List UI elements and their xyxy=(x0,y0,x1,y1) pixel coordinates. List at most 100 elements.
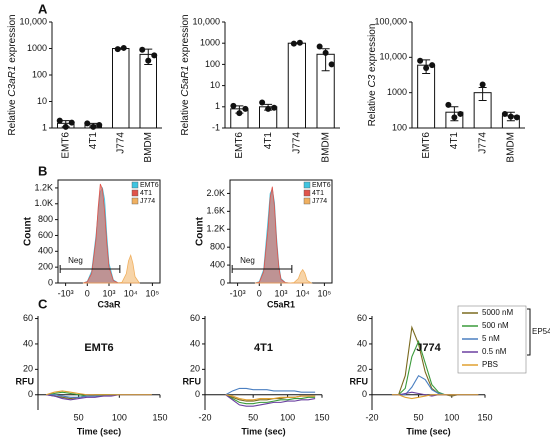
x-tick-label: J774 xyxy=(115,132,126,154)
data-point xyxy=(451,114,458,121)
y-tick-label: 1 xyxy=(42,122,47,132)
x-tick-label: BMDM xyxy=(320,132,331,163)
line xyxy=(45,390,152,396)
data-point xyxy=(151,52,158,59)
y-label-part: Relative xyxy=(367,88,378,127)
y-label-part: expression xyxy=(367,24,378,75)
legend-label: EMT6 xyxy=(312,182,331,189)
y-tick-label: 100 xyxy=(205,59,220,69)
x-tick-label: 100 xyxy=(444,412,459,422)
y-tick-label: 10,000 xyxy=(379,52,407,62)
histogram-area xyxy=(82,253,141,284)
legend-label: EMT6 xyxy=(140,182,159,189)
x-tick-label: 10³ xyxy=(274,288,287,298)
y-tick-label: 0 xyxy=(362,389,367,399)
y-tick-label: 40 xyxy=(190,338,200,348)
x-tick-label: 0 xyxy=(257,288,262,298)
data-point xyxy=(457,110,464,117)
y-tick-label: 1 xyxy=(215,101,220,111)
x-tick-label: BMDM xyxy=(143,132,154,163)
x-tick-label: 4T1 xyxy=(263,132,274,150)
chart-title: 4T1 xyxy=(254,342,273,354)
y-tick-label: 0 xyxy=(28,389,33,399)
panel-label: B xyxy=(38,163,47,178)
data-point xyxy=(56,117,63,124)
data-point xyxy=(417,57,424,64)
data-point xyxy=(501,110,508,117)
y-tick-label: 200 xyxy=(38,262,53,272)
x-axis-label: C5aR1 xyxy=(267,299,295,309)
bar xyxy=(139,53,157,129)
y-axis-label: RFU xyxy=(183,376,202,386)
x-tick-label: 50 xyxy=(414,412,424,422)
y-tick-label: 60 xyxy=(190,313,200,323)
x-tick-label: 150 xyxy=(152,412,167,422)
line xyxy=(225,387,316,396)
y-axis-label: RFU xyxy=(16,376,35,386)
y-tick-label: 1.6K xyxy=(206,206,225,216)
y-tick-label: 20 xyxy=(190,364,200,374)
y-axis-label: Count xyxy=(23,216,34,246)
x-tick-label: 10⁴ xyxy=(124,288,138,298)
x-tick-label: 4T1 xyxy=(449,132,460,150)
y-label-part: Relative xyxy=(7,97,18,136)
y-tick-label: 60 xyxy=(357,313,367,323)
y-tick-label: 1000 xyxy=(27,43,47,53)
x-tick-label: 10³ xyxy=(102,288,115,298)
x-tick-label: J774 xyxy=(292,132,303,154)
line xyxy=(391,374,479,396)
y-tick-label: 10 xyxy=(37,96,47,106)
x-tick-label: 150 xyxy=(314,412,329,422)
data-point xyxy=(145,57,152,64)
data-point xyxy=(62,123,69,130)
y-label-part: C5aR1 xyxy=(180,66,191,97)
data-point xyxy=(84,120,91,127)
y-tick-label: 600 xyxy=(38,230,53,240)
x-tick-label: 100 xyxy=(280,412,295,422)
line xyxy=(225,394,316,401)
legend-swatch xyxy=(303,189,311,197)
y-tick-label: 1.2K xyxy=(34,182,53,192)
x-axis-label: Time (sec) xyxy=(406,426,450,436)
legend-swatch xyxy=(131,189,139,197)
y-label-part: expression xyxy=(7,14,18,65)
x-tick-label: -20 xyxy=(365,412,378,422)
x-tick-label: 10⁵ xyxy=(146,288,160,298)
y-tick-label: 100 xyxy=(392,122,407,132)
y-axis-label: Relative C5aR1 expression xyxy=(180,14,191,135)
x-tick-label: 10⁵ xyxy=(318,288,332,298)
y-tick-label: 20 xyxy=(23,364,33,374)
x-tick-label: EMT6 xyxy=(421,132,432,159)
legend-swatch xyxy=(131,181,139,189)
x-tick-label: -10³ xyxy=(58,288,74,298)
data-point xyxy=(265,105,272,112)
line xyxy=(225,394,316,405)
y-tick-label: 100,000 xyxy=(374,16,407,26)
y-tick-label: 800 xyxy=(38,214,53,224)
data-point xyxy=(120,44,127,51)
legend-label: 5 nM xyxy=(482,334,500,343)
legend-label: J774 xyxy=(140,198,155,205)
histogram-area xyxy=(254,268,313,284)
y-tick-label: 0 xyxy=(195,389,200,399)
x-axis-label: Time (sec) xyxy=(77,426,121,436)
legend-swatch xyxy=(303,197,311,205)
data-point xyxy=(114,46,121,53)
data-point xyxy=(290,40,297,47)
y-tick-label: 1.2K xyxy=(206,224,225,234)
data-point xyxy=(322,49,329,56)
gate xyxy=(59,265,121,273)
panel-label: C xyxy=(38,296,48,311)
legend-swatch xyxy=(303,181,311,189)
x-tick-label: BMDM xyxy=(506,132,517,163)
legend-label: 4T1 xyxy=(312,190,324,197)
data-point xyxy=(513,114,520,121)
data-point xyxy=(423,64,430,71)
legend-label: PBS xyxy=(482,360,498,369)
bar xyxy=(287,42,306,129)
legend-label: 0.5 nM xyxy=(482,347,507,356)
line xyxy=(225,394,316,407)
data-point xyxy=(271,104,278,111)
x-axis-label: Time (sec) xyxy=(241,426,285,436)
